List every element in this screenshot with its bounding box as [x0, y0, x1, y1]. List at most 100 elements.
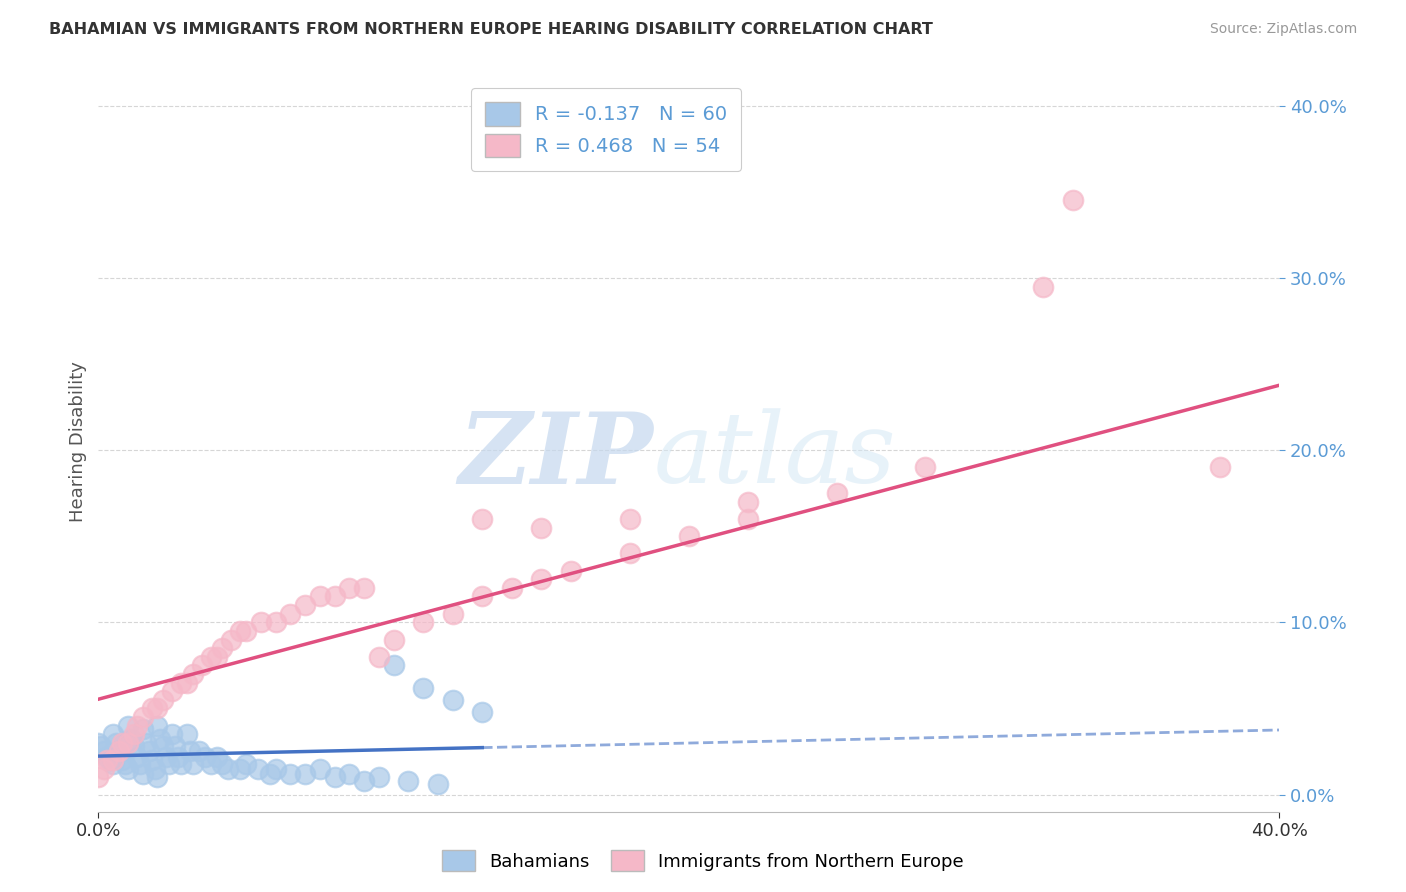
Point: [309, 590, 332, 604]
Point: [90, 739, 112, 754]
Point: [167, 749, 190, 764]
Legend: Bahamians, Immigrants from Northern Europe: Bahamians, Immigrants from Northern Euro…: [434, 843, 972, 879]
Point: [200, 756, 222, 771]
Point: [323, 770, 346, 784]
Point: [339, 767, 361, 781]
Text: ZIP: ZIP: [458, 409, 654, 505]
Point: [191, 658, 214, 673]
Point: [111, 736, 134, 750]
Point: [737, 512, 759, 526]
Point: [108, 744, 131, 758]
Point: [280, 767, 302, 781]
Point: [353, 773, 375, 788]
Point: [412, 681, 434, 695]
Point: [530, 572, 553, 586]
Point: [122, 727, 145, 741]
Point: [125, 718, 148, 732]
Point: [111, 753, 134, 767]
Point: [264, 615, 287, 630]
Point: [132, 767, 155, 781]
Point: [87, 770, 110, 784]
Point: [108, 744, 131, 758]
Point: [678, 529, 700, 543]
Point: [294, 767, 316, 781]
Point: [1032, 279, 1054, 293]
Point: [501, 581, 523, 595]
Point: [382, 632, 405, 647]
Point: [114, 756, 136, 771]
Point: [87, 736, 110, 750]
Point: [427, 777, 450, 791]
Point: [138, 744, 160, 758]
Point: [149, 732, 172, 747]
Point: [211, 641, 233, 656]
Point: [323, 590, 346, 604]
Point: [117, 736, 139, 750]
Point: [96, 753, 118, 767]
Point: [117, 762, 139, 776]
Point: [105, 736, 128, 750]
Point: [152, 693, 174, 707]
Point: [103, 753, 125, 767]
Point: [141, 753, 163, 767]
Point: [200, 649, 222, 664]
Legend: R = -0.137   N = 60, R = 0.468   N = 54: R = -0.137 N = 60, R = 0.468 N = 54: [471, 88, 741, 171]
Point: [1209, 460, 1232, 475]
Point: [619, 546, 641, 560]
Point: [229, 624, 252, 638]
Point: [914, 460, 936, 475]
Text: BAHAMIAN VS IMMIGRANTS FROM NORTHERN EUROPE HEARING DISABILITY CORRELATION CHART: BAHAMIAN VS IMMIGRANTS FROM NORTHERN EUR…: [49, 22, 934, 37]
Point: [471, 705, 494, 719]
Point: [382, 658, 405, 673]
Point: [181, 756, 204, 771]
Point: [217, 762, 239, 776]
Point: [146, 718, 169, 732]
Point: [155, 749, 177, 764]
Point: [128, 756, 150, 771]
Point: [250, 615, 273, 630]
Point: [353, 581, 375, 595]
Point: [187, 744, 209, 758]
Point: [146, 701, 169, 715]
Point: [181, 667, 204, 681]
Point: [205, 749, 228, 764]
Point: [471, 590, 494, 604]
Point: [294, 598, 316, 612]
Point: [152, 739, 174, 754]
Point: [170, 675, 193, 690]
Point: [205, 649, 228, 664]
Point: [221, 632, 243, 647]
Point: [122, 739, 145, 754]
Point: [368, 649, 391, 664]
Point: [125, 749, 148, 764]
Text: Source: ZipAtlas.com: Source: ZipAtlas.com: [1209, 22, 1357, 37]
Point: [162, 684, 183, 698]
Point: [93, 762, 115, 776]
Point: [1062, 194, 1084, 208]
Point: [98, 753, 121, 767]
Point: [162, 727, 183, 741]
Point: [93, 744, 115, 758]
Point: [103, 756, 125, 771]
Point: [165, 739, 187, 754]
Y-axis label: Hearing Disability: Hearing Disability: [69, 361, 87, 522]
Point: [619, 512, 641, 526]
Point: [135, 736, 157, 750]
Point: [176, 675, 198, 690]
Point: [120, 732, 142, 747]
Point: [229, 762, 252, 776]
Point: [825, 486, 848, 500]
Point: [412, 615, 434, 630]
Point: [259, 767, 281, 781]
Point: [339, 581, 361, 595]
Point: [246, 762, 269, 776]
Point: [179, 744, 201, 758]
Text: atlas: atlas: [654, 409, 896, 504]
Point: [280, 607, 302, 621]
Point: [441, 607, 464, 621]
Point: [368, 770, 391, 784]
Point: [143, 762, 166, 776]
Point: [737, 495, 759, 509]
Point: [141, 701, 163, 715]
Point: [471, 512, 494, 526]
